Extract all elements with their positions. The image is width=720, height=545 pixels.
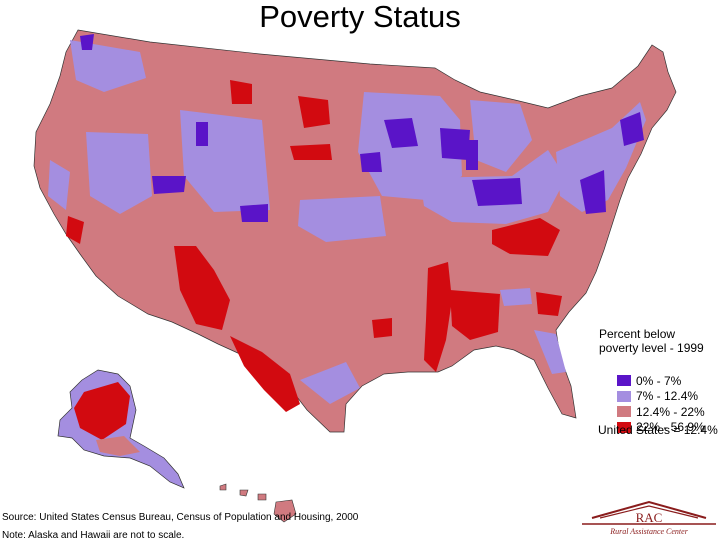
logo-name: Rural Assistance Center	[610, 527, 688, 536]
scale-note: Note: Alaska and Hawaii are not to scale…	[2, 530, 185, 541]
seattle-cluster	[80, 34, 94, 50]
legend-label: 22% - 56.9%	[636, 420, 705, 435]
wisconsin-cluster	[440, 128, 470, 160]
chicago-cluster	[466, 140, 478, 170]
california-coast-region	[48, 160, 70, 210]
deep-south-region	[450, 290, 500, 340]
map-title: Poverty Status	[259, 0, 461, 34]
michigan-region	[470, 100, 532, 172]
hawaii-island-oahu	[239, 489, 249, 497]
map-legend: Percent below poverty level - 1999 0% - …	[597, 327, 720, 435]
new-england-cluster	[620, 112, 644, 146]
legend-swatch	[617, 406, 631, 418]
legend-swatch	[617, 390, 631, 402]
louisiana-region	[372, 318, 392, 338]
logo-roof-line	[591, 500, 707, 519]
legend-item: 0% - 7%	[617, 373, 720, 389]
logo-initials: RAC	[636, 510, 663, 525]
legend-title-line-2: poverty level - 1999	[599, 341, 704, 355]
denver-cluster	[240, 204, 268, 222]
alaska-southeast-region	[96, 436, 140, 456]
wyoming-cluster	[196, 122, 208, 146]
legend-label: 12.4% - 22%	[636, 404, 705, 419]
appalachia-region	[492, 218, 560, 256]
hawaii-inset	[219, 483, 297, 523]
florida-region	[534, 330, 566, 374]
minneapolis-cluster	[384, 118, 418, 148]
source-note: Source: United States Census Bureau, Cen…	[2, 512, 359, 523]
legend-item: 22% - 56.9%	[617, 420, 720, 436]
atlanta-region	[500, 288, 532, 306]
iowa-cluster	[360, 152, 382, 172]
mid-atlantic-cluster	[580, 170, 606, 214]
logo-roof-line	[599, 505, 699, 519]
low-poverty-clusters	[80, 34, 644, 222]
north-dakota-region	[298, 96, 330, 128]
mississippi-delta-region	[424, 262, 452, 372]
texas-border-region	[230, 336, 300, 412]
legend-swatch	[617, 375, 631, 387]
california-valley-region	[66, 216, 84, 244]
four-corners-region	[174, 246, 230, 330]
south-dakota-region	[290, 144, 332, 160]
high-poverty-regions	[66, 80, 562, 412]
rac-logo: RAC Rural Assistance Center	[578, 496, 720, 540]
legend-label: 7% - 12.4%	[636, 389, 699, 404]
legend-item: 7% - 12.4%	[617, 389, 720, 405]
legend-swatch	[617, 421, 631, 433]
alaska-high-poverty-region	[74, 382, 130, 440]
legend-item: 12.4% - 22%	[617, 404, 720, 420]
us-total-label: United States = 12.4%	[598, 423, 718, 437]
utah-cluster	[152, 176, 186, 194]
legend-title-line-1: Percent below	[599, 327, 676, 341]
montana-region	[230, 80, 252, 104]
hawaii-island-kauai	[219, 483, 227, 491]
rac-logo-graphic: RAC	[582, 500, 716, 525]
georgia-region	[536, 292, 562, 316]
legend-label: 0% - 7%	[636, 373, 682, 388]
hawaii-island-maui	[257, 493, 267, 501]
hawaii-island-big-island	[273, 499, 297, 523]
legend-items: 0% - 7% 7% - 12.4% 12.4% - 22% 22% - 56.…	[617, 373, 720, 435]
kansas-region	[298, 196, 386, 242]
nevada-region	[86, 132, 152, 214]
texas-central-region	[300, 362, 360, 404]
indiana-ohio-cluster	[472, 178, 522, 206]
pacific-northwest-region	[70, 40, 146, 92]
